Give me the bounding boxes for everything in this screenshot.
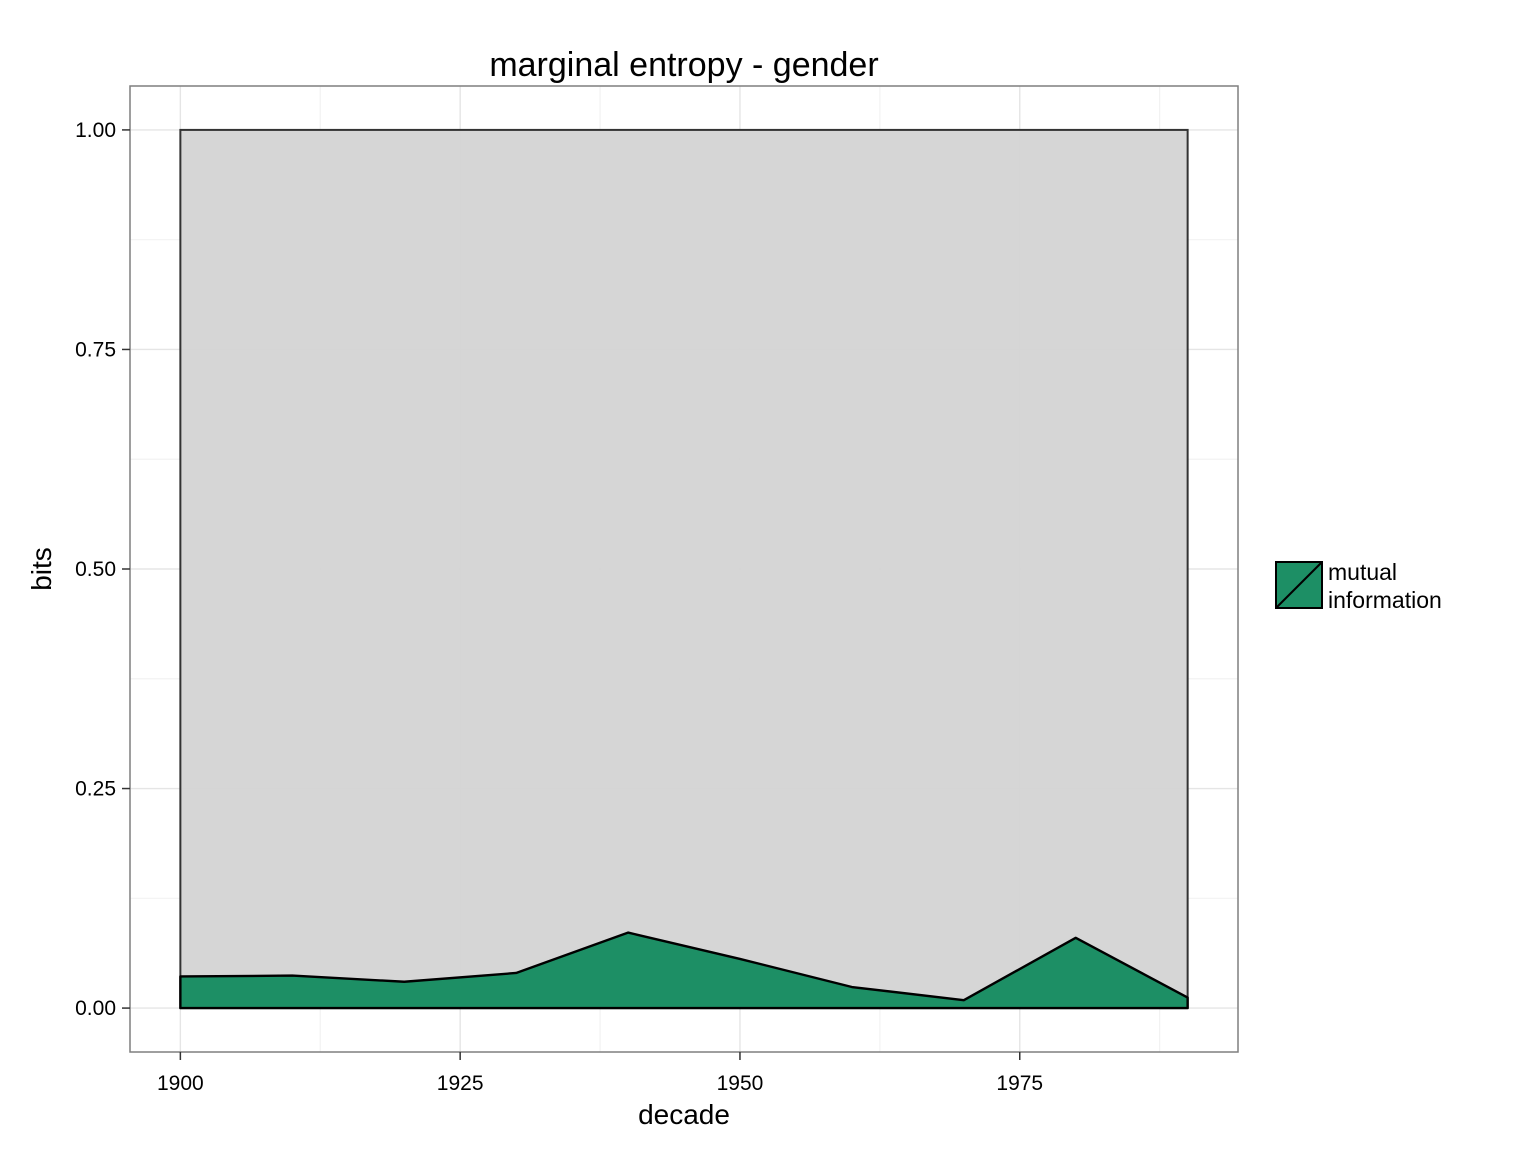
mutual-information-point <box>1187 997 1189 999</box>
legend-label-line-1: mutual <box>1328 559 1397 585</box>
y-axis-title: bits <box>26 547 57 591</box>
mutual-information-point <box>179 975 181 977</box>
x-tick-label: 1975 <box>996 1072 1043 1095</box>
mutual-information-point <box>963 999 965 1001</box>
mutual-information-point <box>515 972 517 974</box>
plot-area: 1900 1925 1950 1975 0.00 0.25 0.50 0.75 1.00 <box>75 85 1239 1095</box>
legend-key-diagonal <box>1276 562 1322 608</box>
mutual-information-point <box>403 981 405 983</box>
x-tick-label: 1900 <box>157 1072 204 1095</box>
legend: mutual information <box>1275 559 1442 613</box>
y-tick-label: 0.75 <box>75 338 116 361</box>
mutual-information-point <box>627 932 629 934</box>
x-tick-label: 1925 <box>437 1072 484 1095</box>
y-tick-label: 0.25 <box>75 778 116 801</box>
legend-label-line-2: information <box>1328 587 1442 613</box>
y-tick-label: 0.50 <box>75 558 116 581</box>
marginal-entropy-area <box>179 128 1189 1010</box>
x-tick-label: 1950 <box>717 1072 764 1095</box>
y-tick-label: 1.00 <box>75 119 116 142</box>
mutual-information-point <box>739 958 741 960</box>
x-axis-title: decade <box>638 1099 730 1130</box>
chart-title: marginal entropy - gender <box>489 46 878 84</box>
y-tick-label: 0.00 <box>75 997 116 1020</box>
mutual-information-point <box>851 986 853 988</box>
mutual-information-point <box>1075 937 1077 939</box>
mutual-information-area <box>179 931 1189 1010</box>
mutual-information-point <box>291 975 293 977</box>
